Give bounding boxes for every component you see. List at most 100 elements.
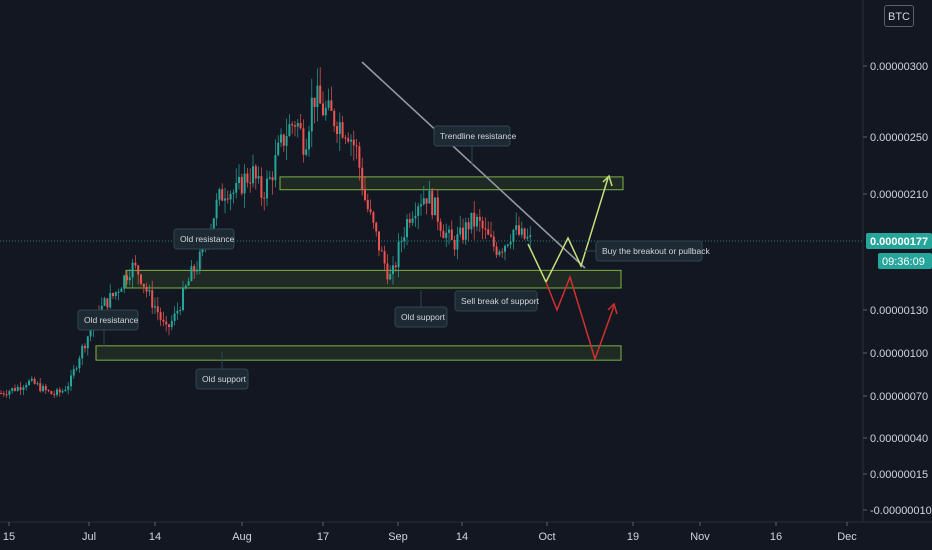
drawings-layer: [103, 61, 618, 369]
candle-body: [50, 391, 53, 395]
annotation-old-support-middle-text: Old support: [401, 312, 446, 322]
candle-body: [84, 345, 86, 349]
candle-body: [380, 250, 383, 252]
candle-body: [428, 190, 431, 204]
candle-body: [364, 188, 366, 200]
candle-body: [0, 393, 2, 395]
candle-body: [176, 310, 179, 314]
candle-body: [257, 176, 260, 179]
annotation-buy-note: Buy the breakout or pullback: [595, 240, 710, 262]
time-axis[interactable]: 15 Jul 14 Aug 17 Sep 14 Oct 19 Nov 16 Dec: [3, 522, 857, 543]
candle-body: [232, 192, 235, 194]
price-tick-label: 0.00000210: [870, 189, 928, 201]
candle-body: [145, 286, 148, 292]
candle-body: [56, 389, 58, 395]
candle-body: [33, 378, 36, 384]
candle-body: [106, 298, 109, 308]
candle-body: [39, 383, 42, 392]
candle-body: [229, 193, 232, 200]
currency-selector[interactable]: BTC: [884, 5, 914, 27]
candle-body: [445, 232, 448, 239]
candle-body: [400, 241, 403, 243]
candle-body: [464, 222, 467, 240]
current-price-tag: [866, 233, 932, 249]
countdown-label: 09:36:09: [882, 256, 925, 268]
candle-body: [397, 242, 400, 268]
candle-body: [336, 126, 338, 135]
candle-body: [338, 122, 341, 135]
candle-body: [221, 189, 224, 201]
price-axis[interactable]: 0.00000300 0.00000250 0.00000210 0.00000130…: [863, 61, 932, 517]
candle-body: [86, 336, 89, 349]
candle-body: [324, 107, 327, 116]
candle-body: [11, 388, 14, 392]
annotation-sell-note-text: Sell break of support: [461, 296, 540, 306]
candle-body: [383, 251, 386, 264]
candle-body: [47, 390, 50, 392]
candle-body: [509, 241, 512, 245]
candle-body: [36, 383, 39, 385]
candle-body: [498, 251, 501, 255]
candle-body: [215, 199, 218, 219]
time-tick-label: 16: [770, 531, 782, 543]
candle-body: [67, 386, 70, 390]
candle-body: [462, 227, 464, 240]
candle-body: [154, 306, 156, 308]
candle-body: [190, 266, 193, 282]
candle-body: [72, 369, 75, 376]
price-tick-label: 0.00000250: [870, 132, 928, 144]
candle-body: [296, 123, 299, 127]
bullish-projection: [527, 177, 609, 284]
candle-body: [394, 265, 397, 268]
time-tick-label: Nov: [690, 531, 710, 543]
candle-body: [260, 176, 263, 198]
current-price-label: 0.00000177: [870, 236, 928, 248]
candle-body: [42, 386, 44, 392]
price-tick-label: 0.00000015: [870, 469, 928, 481]
candle-body: [372, 212, 375, 223]
candle-body: [109, 292, 112, 308]
candle-body: [333, 110, 336, 127]
candle-body: [355, 145, 358, 147]
candle-body: [103, 298, 106, 306]
candle-body: [131, 262, 134, 278]
candle-body: [408, 219, 411, 223]
candle-body: [347, 138, 350, 142]
candle-body: [140, 274, 142, 284]
time-tick-label: 14: [456, 531, 468, 543]
candle-body: [450, 229, 453, 241]
candle-body: [274, 155, 277, 181]
candle-body: [159, 312, 162, 320]
candle-body: [16, 387, 19, 391]
price-tick-label: 0.00000070: [870, 391, 928, 403]
candle-body: [411, 218, 414, 223]
candle-body: [126, 275, 128, 281]
candle-body: [453, 240, 456, 250]
candle-body: [515, 225, 518, 230]
candle-body: [184, 285, 187, 288]
candle-body: [179, 309, 182, 311]
candle-body: [212, 218, 215, 230]
annotation-old-support-lower: Old support: [195, 368, 249, 390]
candle-body: [61, 391, 64, 393]
time-tick-label: Sep: [388, 531, 408, 543]
candle-body: [417, 206, 420, 216]
candle-body: [226, 198, 229, 200]
price-tick-label: 0.00000100: [870, 348, 928, 360]
candle-body: [238, 176, 240, 184]
candle-body: [448, 229, 450, 233]
candle-body: [501, 251, 504, 253]
candle-body: [235, 183, 238, 193]
candle-body: [316, 85, 319, 108]
candle-body: [198, 251, 201, 270]
candle-body: [520, 228, 523, 235]
candle-body: [294, 125, 296, 127]
time-tick-label: Oct: [538, 531, 555, 543]
candle-body: [310, 97, 313, 132]
candle-body: [30, 378, 33, 381]
time-tick-label: Jul: [82, 531, 96, 543]
candle-body: [19, 387, 22, 390]
candle-body: [170, 320, 173, 328]
candle-body: [434, 197, 436, 216]
